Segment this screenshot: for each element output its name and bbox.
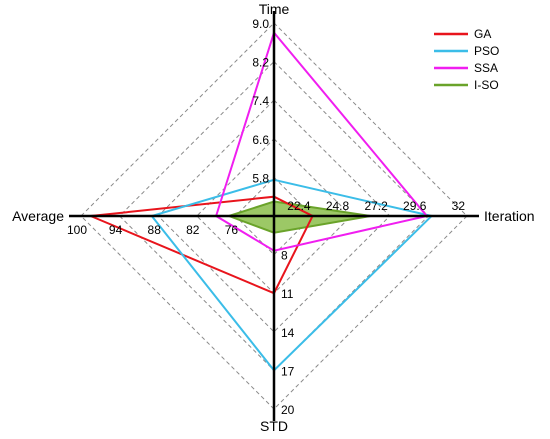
tick-label-time: 5.8 [252, 171, 269, 185]
axis-name-layer: Time Iteration STD Average [12, 1, 535, 434]
tick-label-average: 100 [67, 223, 87, 237]
grid-ring [234, 176, 314, 256]
tick-label-iteration: 27.2 [364, 199, 388, 213]
tick-label-time: 6.6 [252, 133, 269, 147]
legend-label-pso: PSO [474, 44, 499, 58]
tick-label-time: 8.2 [252, 56, 269, 70]
tick-label-std: 8 [281, 249, 288, 263]
legend-label-ga: GA [474, 27, 491, 41]
axis-name-std: STD [260, 418, 288, 434]
tick-label-iteration: 24.8 [326, 199, 350, 213]
tick-label-time: 7.4 [252, 94, 269, 108]
axis-name-iteration: Iteration [484, 208, 535, 224]
tick-layer: 5.8 6.6 7.4 8.2 9.0 22.4 24.8 27.2 29.6 32 8 11 14 17… [67, 17, 465, 417]
axis-name-time: Time [259, 1, 290, 17]
tick-label-std: 17 [281, 364, 295, 378]
legend-label-i-so: I-SO [474, 78, 499, 92]
tick-label-std: 11 [281, 287, 294, 301]
tick-label-average: 94 [109, 223, 123, 237]
tick-label-time: 9.0 [252, 17, 269, 31]
tick-label-average: 76 [225, 223, 239, 237]
tick-label-average: 88 [148, 223, 162, 237]
tick-label-average: 82 [186, 223, 200, 237]
tick-label-std: 20 [281, 403, 295, 417]
tick-label-iteration: 32 [452, 199, 466, 213]
tick-label-std: 14 [281, 326, 295, 340]
axis-name-average: Average [12, 208, 64, 224]
legend-label-ssa: SSA [474, 61, 498, 75]
legend: GA PSO SSA I-SO [426, 24, 526, 96]
axis-layer [69, 11, 479, 421]
tick-label-iteration: 22.4 [287, 199, 311, 213]
tick-label-iteration: 29.6 [403, 199, 427, 213]
